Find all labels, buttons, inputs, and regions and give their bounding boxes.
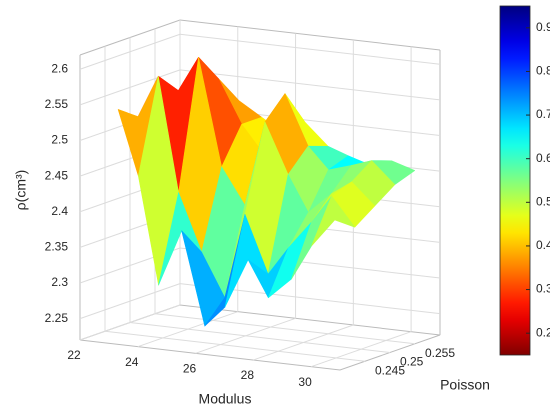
x-tick-label: 22 bbox=[67, 348, 81, 362]
z-tick-label: 2.25 bbox=[45, 311, 69, 325]
grid-line bbox=[104, 330, 366, 362]
grid-line bbox=[179, 33, 441, 65]
colorbar-tick-label: 0.4 bbox=[536, 238, 550, 252]
z-tick-label: 2.3 bbox=[51, 275, 68, 289]
y-tick-label: 0.25 bbox=[400, 355, 424, 369]
grid-line bbox=[179, 69, 441, 101]
z-tick-label: 2.6 bbox=[51, 61, 68, 75]
colorbar-tick-label: 0.6 bbox=[536, 151, 550, 165]
x-tick-label: 24 bbox=[125, 355, 139, 369]
colorbar-tick-label: 0.3 bbox=[536, 282, 550, 296]
z-tick-label: 2.4 bbox=[51, 204, 68, 218]
grid-line bbox=[129, 322, 391, 353]
colorbar-tick-label: 0.8 bbox=[536, 64, 550, 78]
grid-line bbox=[79, 69, 181, 106]
z-tick-label: 2.45 bbox=[45, 168, 69, 182]
y-tick-label: 0.255 bbox=[425, 346, 455, 360]
colorbar-tick-label: 0.9 bbox=[536, 20, 550, 34]
z-tick-label: 2.55 bbox=[45, 97, 69, 111]
x-tick-label: 26 bbox=[183, 362, 197, 376]
colorbar-tick-label: 0.2 bbox=[536, 325, 550, 339]
y-axis-label: Poisson bbox=[440, 377, 490, 393]
x-tick-label: 28 bbox=[241, 368, 255, 382]
grid-line bbox=[79, 283, 181, 320]
axis-box-edge bbox=[79, 19, 441, 56]
z-tick-label: 2.5 bbox=[51, 133, 68, 147]
z-axis-label: ρ(cm³) bbox=[13, 170, 29, 211]
grid-line bbox=[154, 313, 416, 345]
x-tick-label: 30 bbox=[298, 375, 312, 389]
x-axis-label: Modulus bbox=[199, 391, 252, 407]
colorbar-tick-label: 0.7 bbox=[536, 107, 550, 121]
colorbar-tick-label: 0.5 bbox=[536, 194, 550, 208]
surface bbox=[117, 57, 416, 327]
surface-patch bbox=[311, 195, 356, 247]
z-tick-label: 2.35 bbox=[45, 240, 69, 254]
grid-line bbox=[79, 33, 181, 70]
colorbar bbox=[499, 5, 531, 356]
y-tick-label: 0.245 bbox=[375, 363, 405, 377]
